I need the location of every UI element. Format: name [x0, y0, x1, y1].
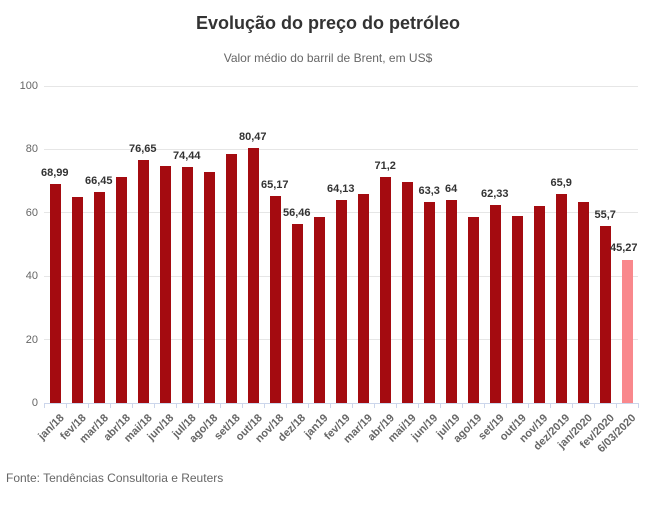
bar [159, 165, 171, 403]
bar [49, 184, 61, 403]
chart-title: Evolução do preço do petróleo [195, 13, 461, 33]
bar-value-label: 68,99 [41, 167, 69, 180]
source-caption: Fonte: Tendências Consultoria e Reuters [6, 471, 224, 485]
bar [115, 176, 127, 403]
x-axis-line [44, 403, 638, 404]
bar [357, 193, 369, 403]
y-axis-label: 40 [25, 270, 38, 283]
bar-value-label: 45,27 [610, 242, 638, 255]
x-axis-tick [572, 403, 573, 408]
bar [423, 202, 435, 403]
x-axis-tick [242, 403, 243, 408]
x-axis-tick [44, 403, 45, 408]
bar [93, 192, 105, 403]
x-axis-tick [440, 403, 441, 408]
x-axis-tick [550, 403, 551, 408]
bar-value-label: 62,33 [481, 188, 509, 201]
x-axis-tick [528, 403, 529, 408]
x-axis-tick [352, 403, 353, 408]
x-axis-tick [308, 403, 309, 408]
bar-value-label: 66,45 [85, 175, 113, 188]
bar-value-label: 64,13 [327, 182, 355, 195]
x-axis-tick [638, 403, 639, 408]
bar-value-label: 80,47 [239, 130, 267, 143]
bar-value-label: 64 [445, 183, 458, 196]
x-axis-tick [396, 403, 397, 408]
bar [511, 215, 523, 403]
bar-value-label: 65,17 [261, 179, 289, 192]
bar [225, 154, 237, 403]
bar [71, 196, 83, 403]
y-axis-label: 0 [31, 397, 38, 409]
bar [621, 259, 633, 403]
x-axis-tick [66, 403, 67, 408]
chart-subtitle: Valor médio do barril de Brent, em US$ [223, 51, 433, 65]
bar [313, 216, 325, 403]
bar [577, 202, 589, 403]
y-axis-label: 20 [25, 333, 38, 346]
x-axis-tick [616, 403, 617, 408]
bar-value-label: 71,2 [374, 160, 396, 173]
x-axis-tick [198, 403, 199, 408]
x-axis-tick [110, 403, 111, 408]
bar [137, 160, 149, 403]
bar [401, 182, 413, 403]
x-axis-tick [374, 403, 375, 408]
bar [445, 200, 457, 403]
bar-value-label: 56,46 [283, 207, 311, 220]
plot-area: 0 20 40 60 80 100 68,99 jan/18 fev/18 66,45 mar/18… [20, 80, 639, 455]
x-axis-tick [418, 403, 419, 408]
bar-value-label: 76,65 [129, 143, 157, 156]
bar [533, 205, 545, 403]
x-axis-tick [264, 403, 265, 408]
bar [555, 194, 567, 403]
x-axis-tick [220, 403, 221, 408]
x-axis-tick [594, 403, 595, 408]
bar-value-label: 63,3 [418, 185, 440, 198]
bar [489, 205, 501, 403]
bar-value-label: 55,7 [594, 209, 616, 222]
bar-value-label: 65,9 [550, 177, 572, 190]
bar [203, 171, 215, 403]
y-axis-label: 60 [25, 206, 38, 219]
bar [291, 224, 303, 403]
x-axis-tick [330, 403, 331, 408]
bar [467, 217, 479, 403]
x-axis-tick [132, 403, 133, 408]
x-axis-tick [286, 403, 287, 408]
x-axis-tick [154, 403, 155, 408]
bar [379, 177, 391, 403]
bar [181, 167, 193, 403]
grid-line [44, 148, 638, 150]
bar-value-label: 74,44 [173, 150, 201, 163]
x-axis-tick [88, 403, 89, 408]
bar [599, 226, 611, 403]
bar [335, 199, 347, 403]
x-axis-tick [506, 403, 507, 408]
bar [269, 196, 281, 403]
grid-line [44, 85, 638, 87]
y-axis-label: 100 [19, 80, 38, 92]
y-axis-label: 80 [25, 143, 38, 156]
bar [247, 147, 259, 403]
x-axis-tick [462, 403, 463, 408]
x-axis-tick [484, 403, 485, 408]
x-axis-tick [176, 403, 177, 408]
